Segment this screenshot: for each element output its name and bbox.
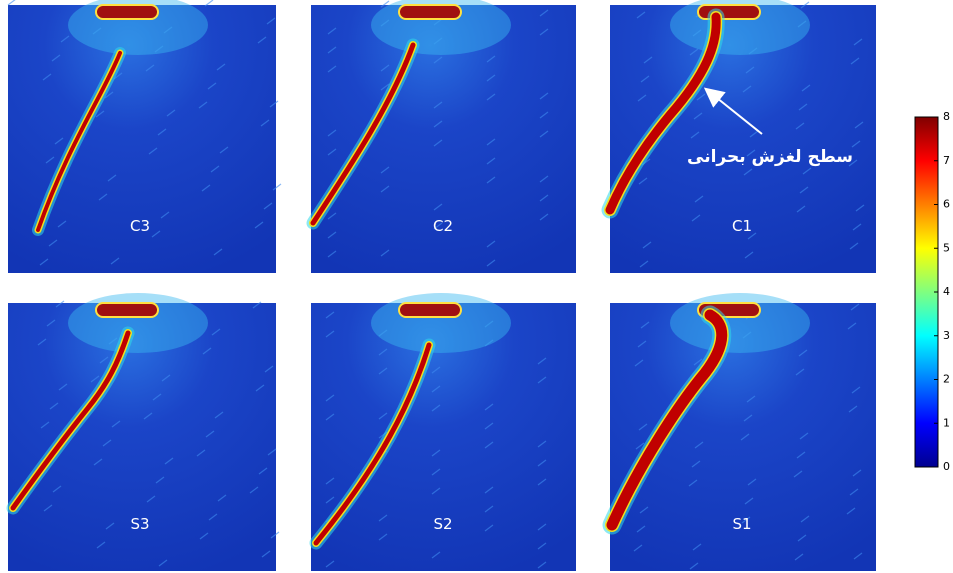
footing [399,303,461,317]
colorbar-tick-label: 7 [943,154,950,167]
footing [96,5,158,19]
panel: S1 [610,293,876,571]
panel-label: S2 [433,515,452,533]
colorbar-tick-label: 1 [943,416,950,429]
panel-label: S3 [130,515,149,533]
colorbar-tick-label: 5 [943,241,950,254]
colorbar-tick-label: 3 [943,329,950,342]
panel-label: C3 [130,217,150,235]
panel: C2 [311,0,576,273]
panel-label: C2 [433,217,453,235]
panel: S3 [8,293,279,571]
panel: S2 [311,293,576,571]
footing [96,303,158,317]
panel: C1 [610,0,876,273]
panel: C3 [8,0,281,273]
colorbar-tick-label: 0 [943,460,950,473]
colorbar-tick-label: 4 [943,285,950,298]
colorbar-tick-label: 8 [943,110,950,123]
colorbar-tick-label: 2 [943,373,950,386]
footing [399,5,461,19]
panel-label: C1 [732,217,752,235]
panel-label: S1 [732,515,751,533]
panels: C3 C2 C1 S3 S2 S1 [8,0,876,571]
figure: C3 C2 C1 S3 S2 S1 سطح لغزش بحرانی 0 1 2 3 4 5 6 7 8 [0,0,953,573]
annotation: سطح لغزش بحرانی [687,147,853,167]
colorbar-tick-label: 6 [943,198,950,211]
footing [698,5,760,19]
texture [8,0,16,5]
